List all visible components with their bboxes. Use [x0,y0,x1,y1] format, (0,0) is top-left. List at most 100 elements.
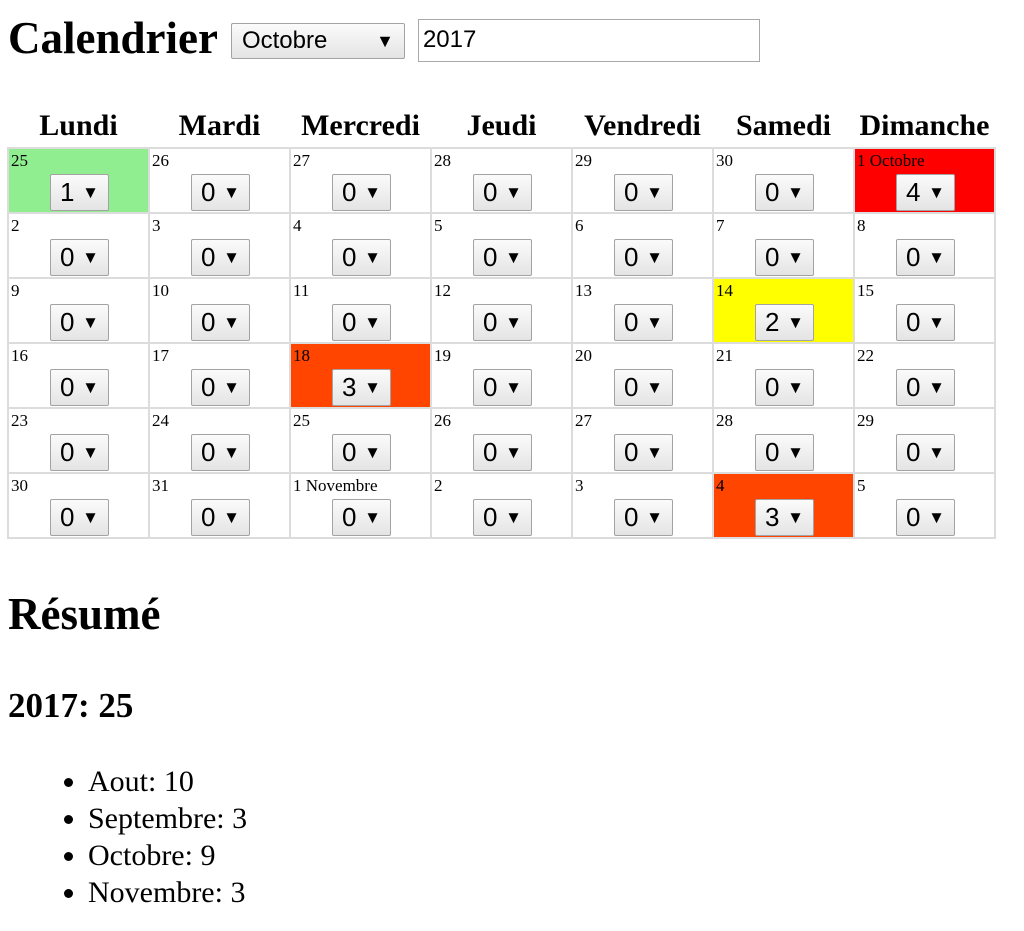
month-select[interactable]: Octobre ▼ [230,23,405,59]
day-count-select[interactable]: 0 ▼ [191,499,250,536]
day-number: 27 [293,151,310,170]
month-select-value: Octobre [241,27,328,54]
chevron-down-icon: ▼ [787,247,804,267]
day-count-select[interactable]: 0 ▼ [473,499,532,536]
day-cell: 28 0 ▼ [430,147,573,214]
day-count-select[interactable]: 0 ▼ [614,499,673,536]
day-count-select[interactable]: 4 ▼ [896,174,955,211]
day-count-select[interactable]: 0 ▼ [191,304,250,341]
day-count-select[interactable]: 0 ▼ [473,174,532,211]
day-count-value: 0 [483,177,498,207]
day-cell: 28 0 ▼ [712,407,855,474]
day-count-select[interactable]: 0 ▼ [755,369,814,406]
day-count-select[interactable]: 0 ▼ [50,369,109,406]
day-number: 17 [152,346,169,365]
day-count-select[interactable]: 0 ▼ [755,239,814,276]
calendar-week-row: 9 0 ▼ 10 0 ▼ 11 0 ▼ 12 0 ▼ 13 0 ▼ 14 2 ▼ 15 0 ▼ [7,277,996,344]
weekday-header: Mardi [178,108,261,142]
day-number: 26 [152,151,169,170]
day-count-select[interactable]: 0 ▼ [473,239,532,276]
day-count-select[interactable]: 0 ▼ [473,369,532,406]
day-count-value: 0 [60,307,75,337]
day-count-select[interactable]: 0 ▼ [50,239,109,276]
day-cell: 19 0 ▼ [430,342,573,409]
day-count-value: 0 [483,502,498,532]
day-count-value: 0 [483,242,498,272]
day-count-select[interactable]: 0 ▼ [614,174,673,211]
chevron-down-icon: ▼ [223,507,240,527]
day-count-select[interactable]: 0 ▼ [191,239,250,276]
day-number: 28 [434,151,451,170]
day-count-select[interactable]: 0 ▼ [614,304,673,341]
calendar-week-row: 25 1 ▼ 26 0 ▼ 27 0 ▼ 28 0 ▼ 29 0 ▼ 30 0 ▼ 1 Octobre 4 ▼ [7,147,996,214]
day-count-value: 0 [342,177,357,207]
calendar-week-row: 30 0 ▼ 31 0 ▼ 1 Novembre 0 ▼ 2 0 ▼ 3 0 ▼ 4 3 ▼ 5 0 ▼ [7,472,996,539]
day-count-select[interactable]: 0 ▼ [755,434,814,471]
day-cell: 1 Octobre 4 ▼ [853,147,996,214]
day-count-select[interactable]: 0 ▼ [896,304,955,341]
list-item: Septembre: 3 [88,800,247,837]
weekday-header: Vendredi [584,108,701,142]
chevron-down-icon: ▼ [928,247,945,267]
day-number: 16 [11,346,28,365]
day-count-select[interactable]: 0 ▼ [614,434,673,471]
day-count-select[interactable]: 0 ▼ [50,304,109,341]
day-count-select[interactable]: 0 ▼ [896,434,955,471]
day-cell: 18 3 ▼ [289,342,432,409]
day-count-select[interactable]: 0 ▼ [332,304,391,341]
calendar-week-row: 2 0 ▼ 3 0 ▼ 4 0 ▼ 5 0 ▼ 6 0 ▼ 7 0 ▼ 8 0 ▼ [7,212,996,279]
day-count-select[interactable]: 1 ▼ [50,174,109,211]
day-count-value: 0 [342,437,357,467]
day-count-value: 0 [483,307,498,337]
day-count-select[interactable]: 3 ▼ [332,369,391,406]
day-count-value: 0 [201,437,216,467]
day-number: 10 [152,281,169,300]
day-cell: 12 0 ▼ [430,277,573,344]
day-cell: 14 2 ▼ [712,277,855,344]
day-count-select[interactable]: 0 ▼ [191,174,250,211]
day-count-value: 0 [483,437,498,467]
day-number: 4 [293,216,302,235]
day-count-value: 0 [342,502,357,532]
chevron-down-icon: ▼ [505,182,522,202]
day-number: 23 [11,411,28,430]
day-cell: 2 0 ▼ [430,472,573,539]
day-count-select[interactable]: 0 ▼ [755,174,814,211]
day-number: 29 [575,151,592,170]
day-cell: 9 0 ▼ [7,277,150,344]
day-count-select[interactable]: 0 ▼ [614,369,673,406]
day-count-select[interactable]: 0 ▼ [473,434,532,471]
day-cell: 5 0 ▼ [853,472,996,539]
day-cell: 3 0 ▼ [571,472,714,539]
day-count-select[interactable]: 0 ▼ [896,499,955,536]
day-cell: 22 0 ▼ [853,342,996,409]
day-count-select[interactable]: 3 ▼ [755,499,814,536]
chevron-down-icon: ▼ [364,182,381,202]
day-count-select[interactable]: 0 ▼ [896,369,955,406]
day-count-select[interactable]: 0 ▼ [332,239,391,276]
day-number: 11 [293,281,310,300]
day-count-select[interactable]: 0 ▼ [332,499,391,536]
weekday-header: Jeudi [466,108,537,142]
day-count-select[interactable]: 0 ▼ [50,499,109,536]
day-count-select[interactable]: 0 ▼ [896,239,955,276]
day-count-select[interactable]: 2 ▼ [755,304,814,341]
day-count-select[interactable]: 0 ▼ [191,369,250,406]
day-count-select[interactable]: 0 ▼ [473,304,532,341]
day-number: 26 [434,411,451,430]
year-input[interactable]: 2017 [417,18,760,62]
day-cell: 16 0 ▼ [7,342,150,409]
day-count-value: 0 [201,372,216,402]
day-number: 21 [716,346,733,365]
day-count-select[interactable]: 0 ▼ [332,174,391,211]
day-count-select[interactable]: 0 ▼ [614,239,673,276]
calendar-week-row: 23 0 ▼ 24 0 ▼ 25 0 ▼ 26 0 ▼ 27 0 ▼ 28 0 ▼ 29 0 ▼ [7,407,996,474]
day-count-select[interactable]: 0 ▼ [50,434,109,471]
day-count-value: 0 [201,502,216,532]
day-cell: 30 0 ▼ [7,472,150,539]
day-number: 27 [575,411,592,430]
day-count-select[interactable]: 0 ▼ [191,434,250,471]
day-cell: 31 0 ▼ [148,472,291,539]
day-count-select[interactable]: 0 ▼ [332,434,391,471]
chevron-down-icon: ▼ [376,30,394,51]
